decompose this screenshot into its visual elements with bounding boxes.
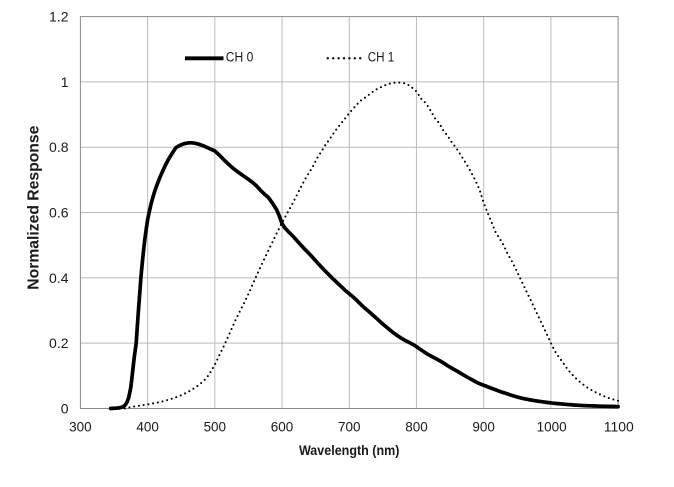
svg-text:400: 400	[136, 419, 159, 435]
svg-text:1.2: 1.2	[49, 9, 69, 25]
svg-text:0.2: 0.2	[49, 335, 69, 351]
svg-text:Normalized Response: Normalized Response	[26, 125, 43, 289]
svg-text:1: 1	[61, 74, 69, 90]
svg-text:600: 600	[271, 419, 294, 435]
svg-text:1000: 1000	[537, 419, 567, 435]
svg-text:800: 800	[405, 419, 428, 435]
svg-text:0.8: 0.8	[49, 139, 69, 155]
svg-text:0.6: 0.6	[49, 204, 69, 220]
svg-text:CH 1: CH 1	[368, 50, 395, 65]
svg-text:Wavelength (nm): Wavelength (nm)	[299, 442, 400, 458]
svg-text:0.4: 0.4	[49, 270, 69, 286]
svg-text:900: 900	[472, 419, 495, 435]
svg-text:700: 700	[338, 419, 361, 435]
svg-text:500: 500	[204, 419, 227, 435]
svg-text:300: 300	[69, 419, 92, 435]
svg-text:0: 0	[61, 400, 69, 416]
svg-text:1100: 1100	[604, 419, 634, 435]
svg-text:CH 0: CH 0	[226, 50, 254, 65]
